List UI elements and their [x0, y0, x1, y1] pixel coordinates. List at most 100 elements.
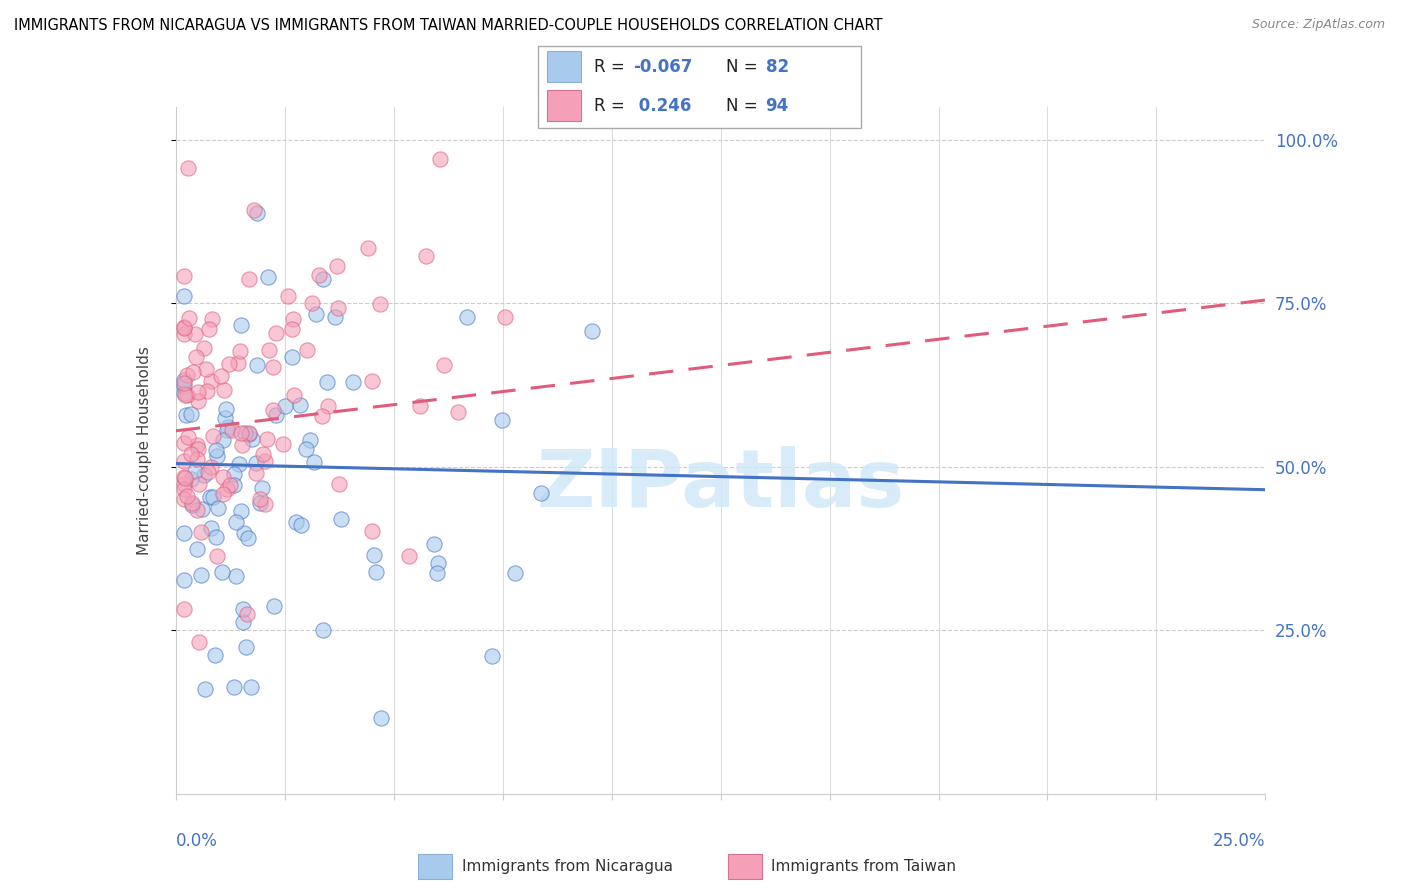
- Point: [256, 432, 278, 446]
- Point: [198, 490, 221, 504]
- Point: [215, 402, 238, 417]
- Text: 94: 94: [765, 96, 789, 114]
- Point: [173, 326, 195, 341]
- Point: [312, 623, 335, 637]
- Point: [173, 601, 195, 615]
- Point: [212, 433, 235, 447]
- Point: [173, 477, 195, 491]
- Point: [281, 322, 304, 336]
- Point: [186, 438, 208, 452]
- Point: [173, 436, 195, 450]
- Point: [225, 515, 247, 529]
- Point: [238, 426, 260, 441]
- Point: [398, 549, 420, 563]
- Point: [173, 376, 195, 390]
- Point: [173, 386, 195, 401]
- Point: [263, 599, 285, 614]
- Point: [368, 296, 391, 310]
- Point: [198, 322, 221, 336]
- Point: [209, 368, 232, 383]
- Point: [297, 343, 319, 358]
- Point: [184, 350, 207, 364]
- Point: [232, 602, 254, 616]
- Point: [302, 455, 325, 469]
- Point: [318, 399, 340, 413]
- Point: [228, 343, 250, 358]
- Text: ZIPatlas: ZIPatlas: [537, 446, 904, 524]
- Point: [426, 557, 449, 571]
- Point: [360, 375, 382, 389]
- Point: [290, 517, 312, 532]
- Point: [240, 680, 263, 694]
- Point: [249, 496, 271, 510]
- Point: [219, 478, 242, 492]
- Point: [193, 468, 215, 483]
- Point: [226, 356, 249, 370]
- Point: [177, 311, 200, 326]
- Point: [433, 358, 456, 372]
- Point: [281, 351, 304, 365]
- Point: [190, 525, 212, 540]
- Point: [301, 295, 323, 310]
- Point: [311, 409, 333, 423]
- Point: [232, 615, 254, 629]
- Point: [323, 310, 346, 325]
- Point: [281, 311, 304, 326]
- Bar: [547, 90, 581, 120]
- Point: [503, 566, 526, 580]
- Point: [191, 501, 214, 516]
- Point: [242, 203, 264, 218]
- Point: [312, 271, 335, 285]
- Point: [180, 446, 202, 460]
- Point: [221, 423, 243, 437]
- Point: [273, 437, 295, 451]
- Point: [205, 549, 228, 564]
- Point: [173, 289, 195, 303]
- Point: [173, 471, 195, 485]
- Point: [215, 482, 238, 496]
- Point: [370, 711, 392, 725]
- Point: [173, 492, 195, 507]
- Point: [429, 153, 451, 167]
- Point: [481, 648, 503, 663]
- Point: [190, 568, 212, 582]
- Point: [173, 526, 195, 541]
- Point: [238, 531, 260, 545]
- Point: [262, 359, 284, 374]
- Point: [252, 447, 274, 461]
- Bar: [547, 52, 581, 82]
- Point: [240, 432, 263, 446]
- Point: [193, 341, 215, 355]
- Point: [173, 574, 195, 588]
- Point: [342, 375, 364, 389]
- Point: [235, 607, 257, 621]
- Point: [423, 537, 446, 551]
- Point: [173, 373, 195, 387]
- Point: [274, 399, 297, 413]
- Point: [177, 161, 200, 175]
- Point: [409, 399, 432, 413]
- Point: [277, 289, 299, 303]
- Point: [195, 384, 218, 398]
- Point: [222, 467, 245, 481]
- Point: [366, 565, 388, 579]
- Point: [176, 387, 198, 401]
- Point: [194, 361, 217, 376]
- Point: [238, 426, 260, 441]
- Point: [204, 648, 226, 662]
- Text: -0.067: -0.067: [633, 58, 693, 76]
- Point: [245, 467, 267, 481]
- Point: [299, 434, 322, 448]
- Point: [217, 420, 239, 434]
- Point: [187, 634, 209, 648]
- Point: [205, 530, 228, 544]
- Point: [187, 442, 209, 456]
- FancyBboxPatch shape: [537, 46, 862, 128]
- Point: [264, 326, 287, 340]
- Text: IMMIGRANTS FROM NICARAGUA VS IMMIGRANTS FROM TAIWAN MARRIED-COUPLE HOUSEHOLDS CO: IMMIGRANTS FROM NICARAGUA VS IMMIGRANTS …: [14, 18, 883, 33]
- Text: Immigrants from Nicaragua: Immigrants from Nicaragua: [461, 859, 672, 873]
- Point: [173, 470, 195, 484]
- Point: [197, 465, 219, 479]
- Point: [530, 485, 553, 500]
- Text: 0.246: 0.246: [633, 96, 692, 114]
